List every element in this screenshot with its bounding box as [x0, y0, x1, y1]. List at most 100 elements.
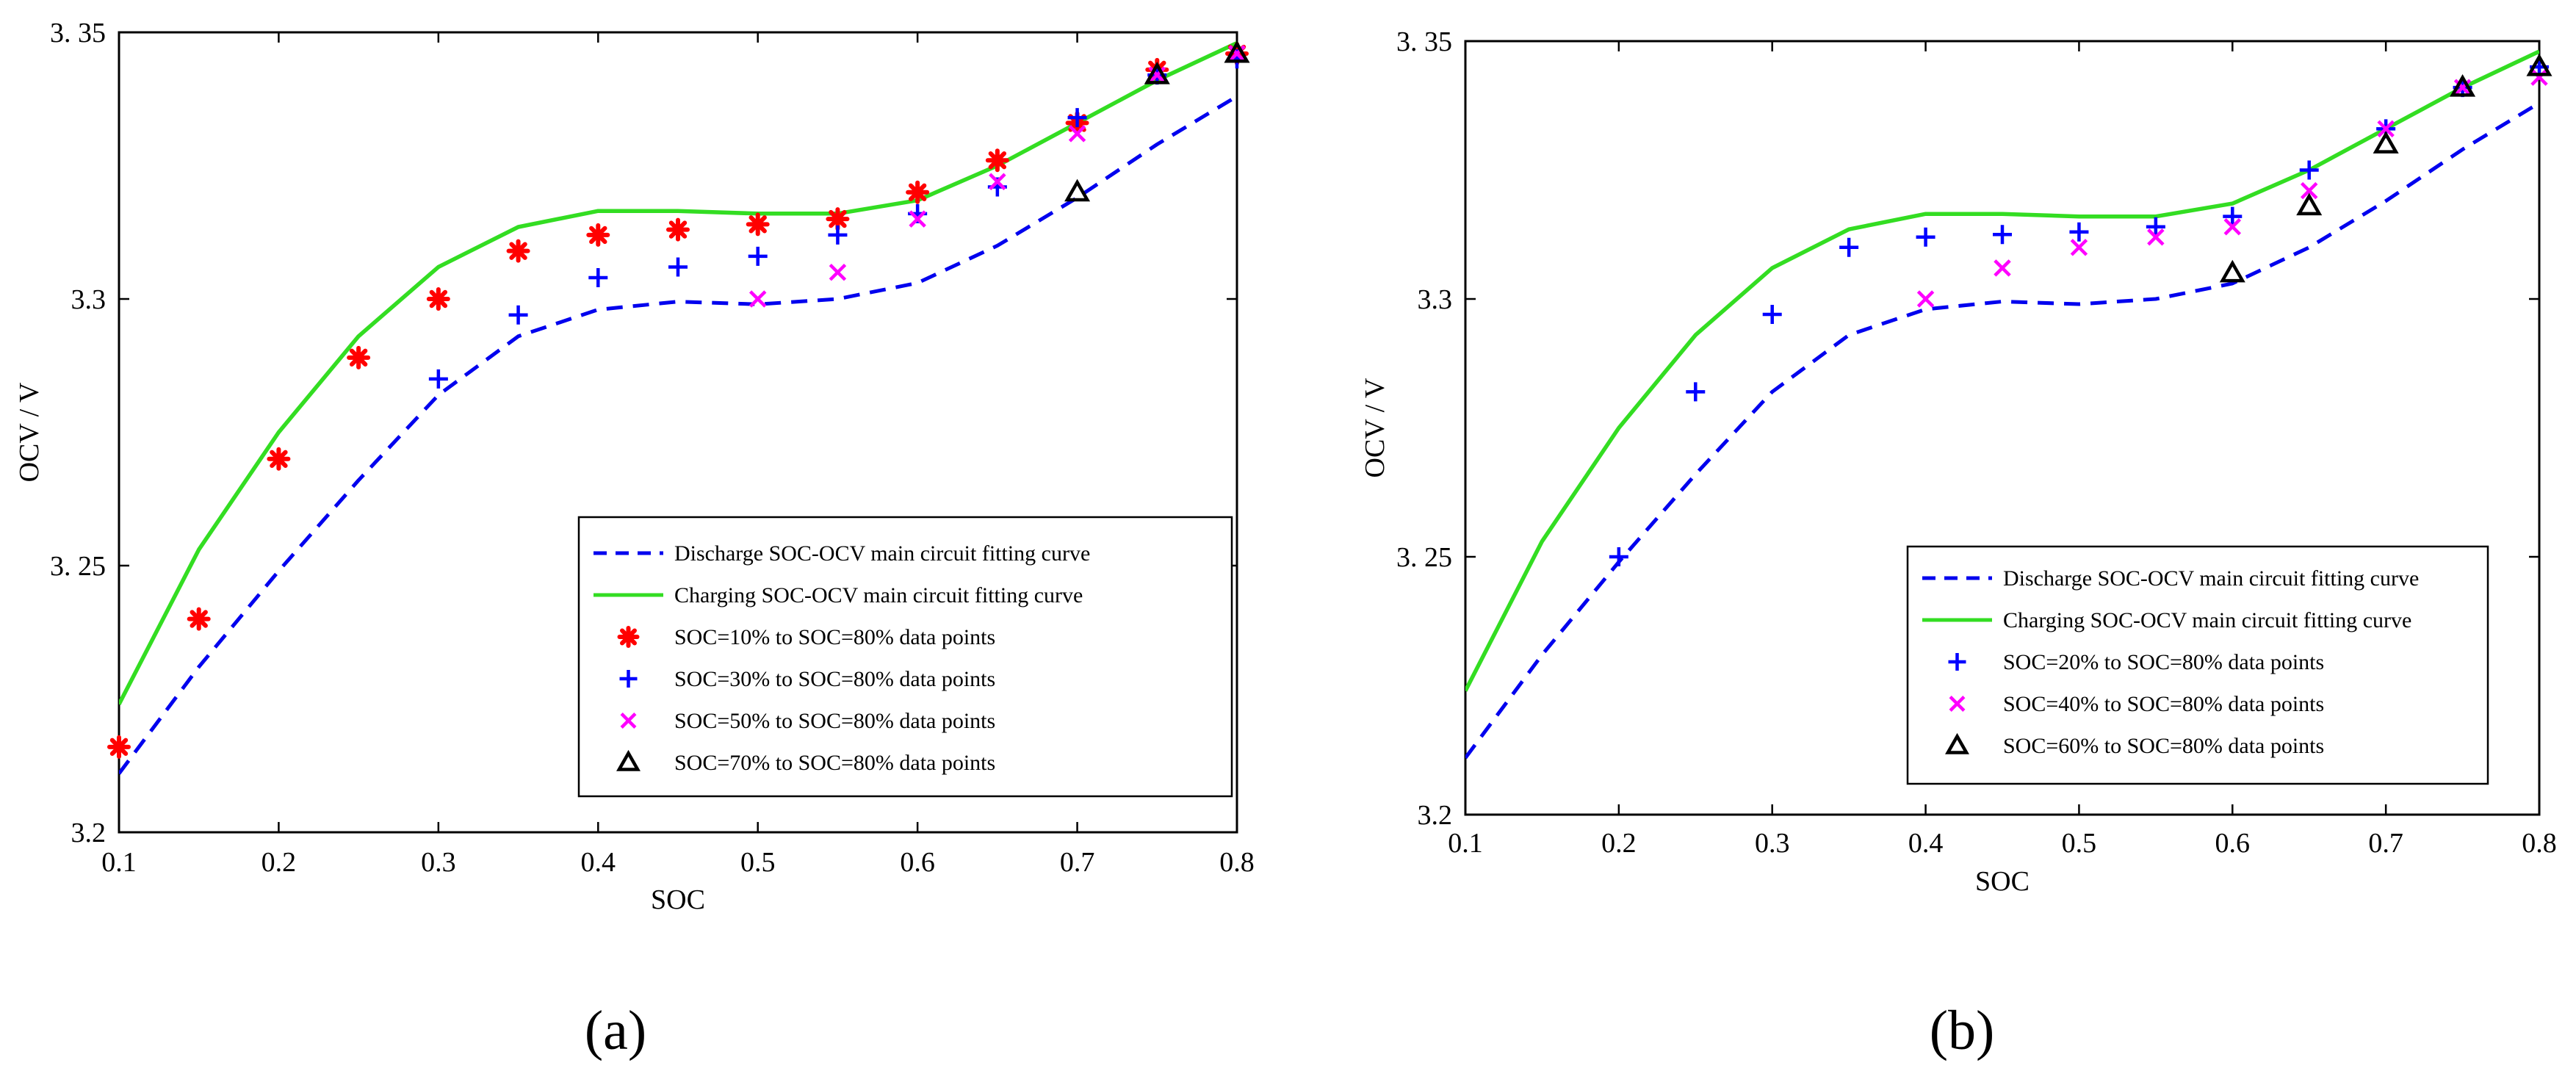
- data-point-plus: [1916, 227, 1935, 247]
- charging-curve: [119, 41, 1237, 706]
- data-point-asterisk: [267, 447, 291, 471]
- data-point-asterisk: [347, 345, 371, 369]
- data-point-triangle: [1144, 61, 1170, 84]
- data-point-triangle: [2296, 192, 2323, 216]
- data-point-x: [909, 210, 926, 228]
- y-tick-label: 3.3: [1418, 284, 1453, 315]
- legend-entry: Charging SOC-OCV main circuit fitting cu…: [674, 583, 1083, 607]
- data-point-asterisk: [746, 212, 770, 237]
- panel-label: (a): [585, 1000, 646, 1061]
- data-point-plus: [1686, 382, 1706, 402]
- data-point-x: [2453, 79, 2472, 96]
- x-tick-label: 0.3: [421, 847, 456, 878]
- data-point-plus: [1839, 237, 1859, 257]
- legend-entry: SOC=20% to SOC=80% data points: [2003, 650, 2324, 674]
- x-tick-label: 0.3: [1755, 828, 1790, 859]
- y-tick-label: 3.2: [1418, 800, 1453, 831]
- data-point-triangle: [1064, 178, 1091, 202]
- y-tick-label: 3. 25: [1396, 542, 1452, 573]
- legend-box: [1906, 545, 2489, 785]
- y-tick-label: 3. 25: [50, 551, 106, 582]
- legend-marker-plus: [1948, 653, 1966, 671]
- charging-curve: [1465, 49, 2539, 692]
- y-tick-label: 3.2: [71, 818, 107, 848]
- data-point-x: [2377, 120, 2395, 138]
- data-point-plus: [588, 267, 608, 287]
- x-tick-label: 0.7: [2368, 828, 2403, 859]
- series-markers: [107, 40, 1250, 759]
- data-point-plus: [1993, 225, 2012, 245]
- x-tick-label: 0.1: [101, 847, 137, 878]
- legend-marker-x: [1949, 696, 1966, 712]
- legend-entry: Discharge SOC-OCV main circuit fitting c…: [2003, 566, 2419, 591]
- legend-marker-plus: [619, 670, 638, 688]
- legend-entry: SOC=50% to SOC=80% data points: [674, 709, 995, 733]
- data-point-plus: [668, 257, 688, 277]
- data-point-plus: [828, 225, 848, 245]
- x-tick-label: 0.4: [1908, 828, 1944, 859]
- data-point-asterisk: [906, 180, 930, 204]
- data-point-x: [748, 290, 767, 308]
- data-point-x: [829, 263, 847, 281]
- y-tick-label: 3.3: [71, 284, 107, 315]
- data-point-asterisk: [107, 735, 131, 759]
- x-tick-label: 0.8: [1219, 847, 1255, 878]
- data-point-x: [2070, 239, 2088, 256]
- legend-marker-triangle: [1945, 732, 1969, 754]
- x-tick-label: 0.6: [2215, 828, 2251, 859]
- data-point-asterisk: [666, 217, 690, 242]
- x-tick-label: 0.8: [2522, 828, 2557, 859]
- chart-panel-a: 0.1 0.2 0.3 0.4 0.5 0.6 0.7 0.8 3.2 3. 25 3.3 3. 35…: [14, 18, 1255, 1061]
- panel-label: (b): [1930, 1000, 1995, 1061]
- data-point-asterisk: [506, 239, 530, 263]
- y-axis-title: OCV / V: [1360, 378, 1390, 477]
- data-point-plus: [1609, 547, 1628, 566]
- data-point-plus: [508, 305, 528, 325]
- legend-entry: SOC=10% to SOC=80% data points: [674, 625, 995, 649]
- data-point-x: [1148, 66, 1166, 84]
- data-point-asterisk: [426, 287, 450, 311]
- data-point-plus: [2146, 217, 2165, 237]
- x-tick-label: 0.4: [581, 847, 616, 878]
- legend-entry: SOC=40% to SOC=80% data points: [2003, 692, 2324, 716]
- x-axis-title: SOC: [651, 884, 705, 915]
- data-point-plus: [2223, 206, 2243, 226]
- data-point-x: [1228, 45, 1246, 62]
- data-point-plus: [1067, 108, 1087, 128]
- series-markers: [1609, 53, 2552, 566]
- data-point-x: [989, 173, 1006, 191]
- legend-marker-asterisk: [617, 626, 640, 648]
- series-lines: [119, 41, 1237, 775]
- legend: Discharge SOC-OCV main circuit fitting c…: [1906, 545, 2489, 785]
- series-lines: [1465, 49, 2539, 760]
- data-point-triangle: [1224, 40, 1250, 63]
- legend-entry: Charging SOC-OCV main circuit fitting cu…: [2003, 608, 2411, 632]
- x-tick-label: 0.5: [2062, 828, 2097, 859]
- plot-frame: [118, 31, 1238, 834]
- y-axis-title: OCV / V: [14, 382, 45, 482]
- legend-entry: SOC=60% to SOC=80% data points: [2003, 734, 2324, 758]
- data-point-triangle: [2219, 259, 2245, 283]
- data-point-x: [1994, 259, 2011, 277]
- data-point-x: [2530, 68, 2548, 86]
- legend-marker-x: [620, 713, 637, 729]
- data-point-asterisk: [826, 207, 850, 231]
- legend-entry: Discharge SOC-OCV main circuit fitting c…: [674, 541, 1090, 566]
- data-point-x: [2223, 217, 2242, 236]
- legend-marker-triangle: [616, 749, 641, 771]
- data-point-asterisk: [187, 607, 211, 631]
- data-point-triangle: [2373, 131, 2399, 154]
- data-point-asterisk: [586, 223, 610, 247]
- data-point-plus: [748, 246, 768, 266]
- x-tick-label: 0.7: [1060, 847, 1095, 878]
- data-point-plus: [2299, 160, 2319, 180]
- y-tick-label: 3. 35: [1396, 26, 1452, 57]
- legend-entry: SOC=30% to SOC=80% data points: [674, 667, 995, 691]
- y-tick-label: 3. 35: [50, 18, 106, 48]
- legend-entry: SOC=70% to SOC=80% data points: [674, 751, 995, 775]
- chart-panel-b: 0.1 0.2 0.3 0.4 0.5 0.6 0.7 0.8 3.2 3. 25 3.3 3. 35…: [1360, 26, 2557, 1061]
- legend-box: [577, 516, 1233, 798]
- data-point-x: [1068, 125, 1086, 143]
- x-tick-label: 0.6: [900, 847, 935, 878]
- data-point-triangle: [2450, 73, 2476, 97]
